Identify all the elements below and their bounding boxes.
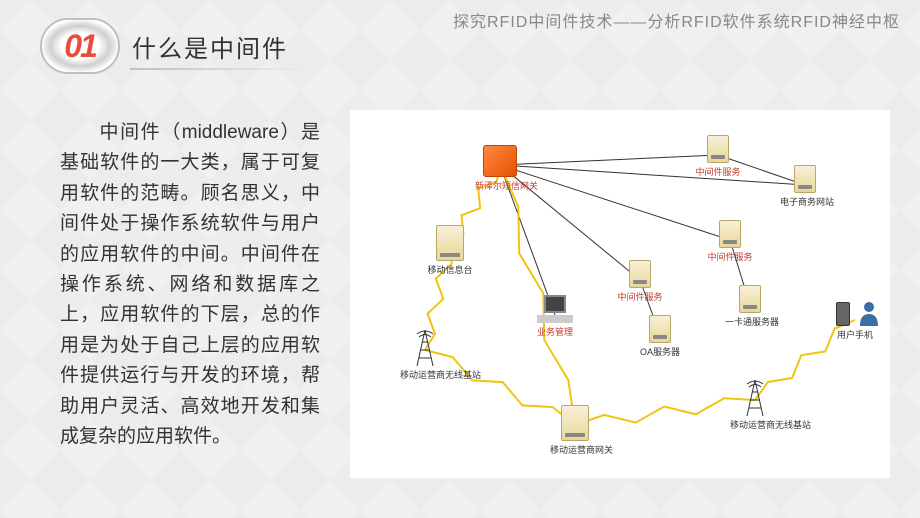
content-area: 中间件（middleware）是基础软件的一大类，属于可复用软件的范畴。顾名思义… <box>0 100 920 518</box>
node-ecommerce: 电子商务网站 <box>780 165 830 208</box>
network-diagram: 新泽尔短信网关中间件服务电子商务网站移动信息台中间件服务中间件服务业务管理OA服… <box>350 110 890 478</box>
node-mobile_info: 移动信息台 <box>425 225 475 276</box>
node-tower_right: 移动运营商无线基站 <box>730 380 780 431</box>
badge-number: 01 <box>64 28 96 65</box>
node-mw_service_right: 中间件服务 <box>705 220 755 263</box>
page-subtitle: 探究RFID中间件技术——分析RFID软件系统RFID神经中枢 <box>453 8 900 32</box>
badge-gear-icon: 01 <box>40 18 120 74</box>
node-carrier_gw: 移动运营商网关 <box>550 405 600 456</box>
section-badge: 01 什么是中间件 <box>40 18 288 74</box>
node-tower_left: 移动运营商无线基站 <box>400 330 450 381</box>
node-user_phone: 用户手机 <box>830 300 880 341</box>
node-mw_service_mid: 中间件服务 <box>615 260 665 303</box>
node-card_server: 一卡通服务器 <box>725 285 775 328</box>
badge-title: 什么是中间件 <box>132 29 288 64</box>
node-sms_gateway: 新泽尔短信网关 <box>475 145 525 192</box>
body-paragraph: 中间件（middleware）是基础软件的一大类，属于可复用软件的范畴。顾名思义… <box>30 110 330 508</box>
body-text: 中间件（middleware）是基础软件的一大类，属于可复用软件的范畴。顾名思义… <box>60 122 320 447</box>
node-mw_service_top: 中间件服务 <box>693 135 743 178</box>
title-underline <box>130 68 310 70</box>
node-oa_server: OA服务器 <box>635 315 685 358</box>
node-biz_mgmt: 业务管理 <box>530 295 580 338</box>
